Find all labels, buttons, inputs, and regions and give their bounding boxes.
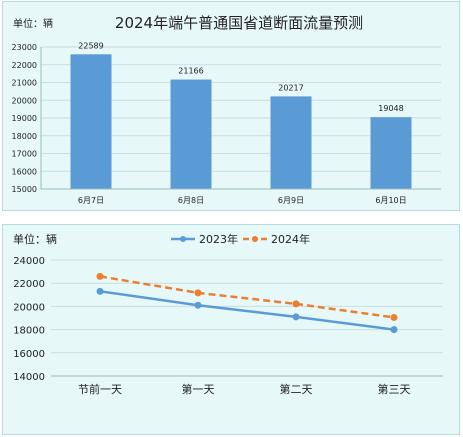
x-axis: 6月7日 6月8日 6月9日 6月10日 (41, 188, 441, 205)
legend: 2023年 2024年 (171, 232, 310, 246)
y-tick-label: 18000 (13, 326, 45, 337)
data-point (194, 301, 202, 309)
legend-label: 2023年 (199, 232, 238, 246)
y-tick-label: 15000 (12, 185, 37, 194)
bar (370, 117, 412, 189)
bar-series: 22589 21166 20217 19048 (70, 41, 412, 189)
x-tick-label: 6月7日 (78, 196, 104, 205)
bar (270, 96, 312, 189)
data-point (96, 272, 104, 280)
y-tick-label: 21000 (12, 79, 37, 88)
series-line (99, 275, 395, 319)
x-tick-label: 6月9日 (278, 196, 304, 205)
x-tick-label: 6月8日 (178, 196, 204, 205)
data-label: 22589 (78, 41, 103, 50)
x-tick-label: 第三天 (378, 382, 411, 396)
x-tick-label: 第一天 (182, 382, 215, 396)
bar-chart-panel: 2024年端午普通国省道断面流量预测 单位：辆 15000 16000 17000 1… (2, 1, 460, 211)
unit-label: 单位：辆 (13, 232, 57, 246)
data-point (96, 287, 104, 295)
y-tick-label: 22000 (12, 61, 37, 70)
bar-chart: 2024年端午普通国省道断面流量预测 单位：辆 1500016000170001… (12, 14, 441, 205)
data-point (390, 326, 398, 334)
data-point (390, 313, 398, 321)
bar (70, 54, 112, 189)
gridlines (51, 259, 443, 377)
line-chart-panel: 单位：辆 2023年 2024年 14000 16000 18000 20000 2200… (2, 224, 460, 435)
x-tick-label: 6月10日 (375, 196, 406, 205)
y-tick-label: 16000 (13, 349, 45, 360)
legend-label: 2024年 (271, 232, 310, 246)
y-tick-label: 20000 (12, 96, 37, 105)
legend-marker (252, 236, 258, 242)
data-label: 19048 (378, 104, 403, 113)
y-tick-label: 20000 (13, 302, 45, 313)
y-tick-label: 24000 (13, 256, 45, 267)
data-point (194, 289, 202, 297)
line-series (96, 272, 398, 334)
y-tick-label: 17000 (12, 150, 37, 159)
x-tick-label: 第二天 (280, 382, 313, 396)
series-line (99, 290, 395, 331)
y-tick-label: 16000 (12, 167, 37, 176)
line-chart: 单位：辆 2023年 2024年 14000 16000 18000 20000 2200… (13, 232, 443, 396)
y-tick-label: 22000 (13, 279, 45, 290)
legend-marker (180, 236, 186, 242)
x-axis: 节前一天 第一天 第二天 第三天 (51, 375, 443, 396)
y-axis: 14000 16000 18000 20000 22000 24000 (13, 256, 45, 383)
y-tick-label: 23000 (12, 43, 37, 52)
chart-title: 2024年端午普通国省道断面流量预测 (115, 14, 363, 32)
y-tick-label: 18000 (12, 132, 37, 141)
data-point (292, 313, 300, 321)
y-tick-label: 19000 (12, 114, 37, 123)
data-point (292, 300, 300, 308)
data-label: 20217 (278, 83, 303, 92)
y-tick-label: 14000 (13, 372, 45, 383)
bar (170, 79, 212, 189)
unit-label: 单位：辆 (13, 17, 53, 30)
x-tick-label: 节前一天 (78, 382, 122, 396)
y-axis: 15000 16000 17000 18000 19000 20000 21000 22000… (12, 43, 42, 194)
data-label: 21166 (178, 67, 203, 76)
